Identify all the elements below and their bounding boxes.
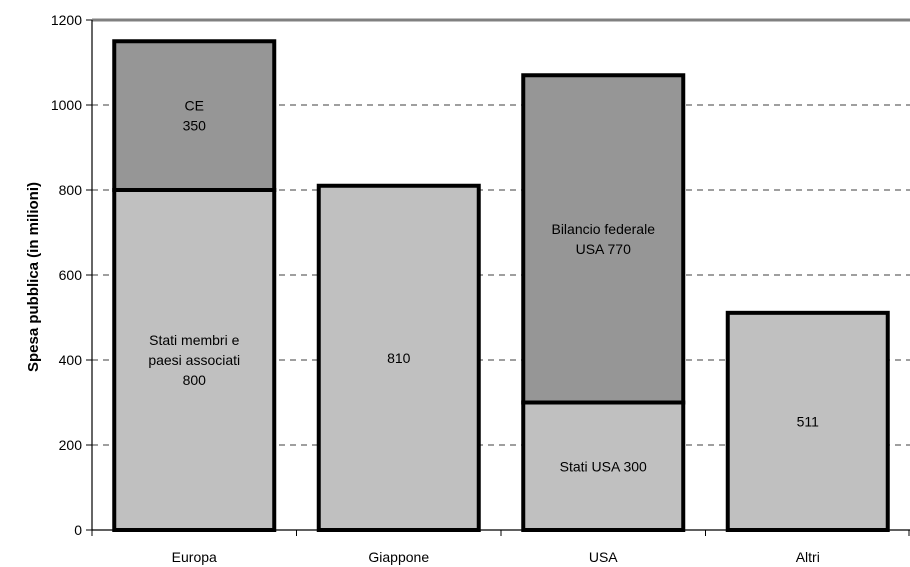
bar-segment [521,73,686,405]
y-tick-label: 800 [59,182,83,198]
bar-data-label: 810 [387,350,411,366]
x-tick-label: Giappone [368,549,429,565]
bar-data-label: USA 770 [576,241,631,257]
x-tick-label: USA [589,549,618,565]
y-tick-label: 0 [74,522,82,538]
bar-data-label: Bilancio federale [551,221,655,237]
bar-segment [316,183,481,532]
bar-data-label: Stati USA 300 [560,458,647,474]
bar-segment [112,39,277,192]
labels: 0 200 400 600 800 1000 1200 Stati membri e paesi… [51,12,820,565]
bar-segment [521,400,686,532]
bar-data-label: 350 [183,118,207,134]
bar-data-label: Stati membri e [149,332,239,348]
bar-data-label: paesi associati [148,352,240,368]
bars [112,39,890,533]
y-tick-label: 1000 [51,97,82,113]
x-tick-label: Europa [172,549,217,565]
y-tick-label: 400 [59,352,83,368]
y-axis-label: Spesa pubblica (in milioni) [25,182,42,372]
bar-segment [725,310,890,533]
y-tick-label: 1200 [51,12,82,28]
x-tick-label: Altri [796,549,820,565]
y-tick-label: 600 [59,267,83,283]
bar-data-label: CE [185,98,204,114]
bar-data-label: 511 [797,413,820,429]
axes [86,18,910,536]
bar-segment [112,188,277,532]
y-tick-label: 200 [59,437,83,453]
bar-data-label: 800 [183,372,207,388]
